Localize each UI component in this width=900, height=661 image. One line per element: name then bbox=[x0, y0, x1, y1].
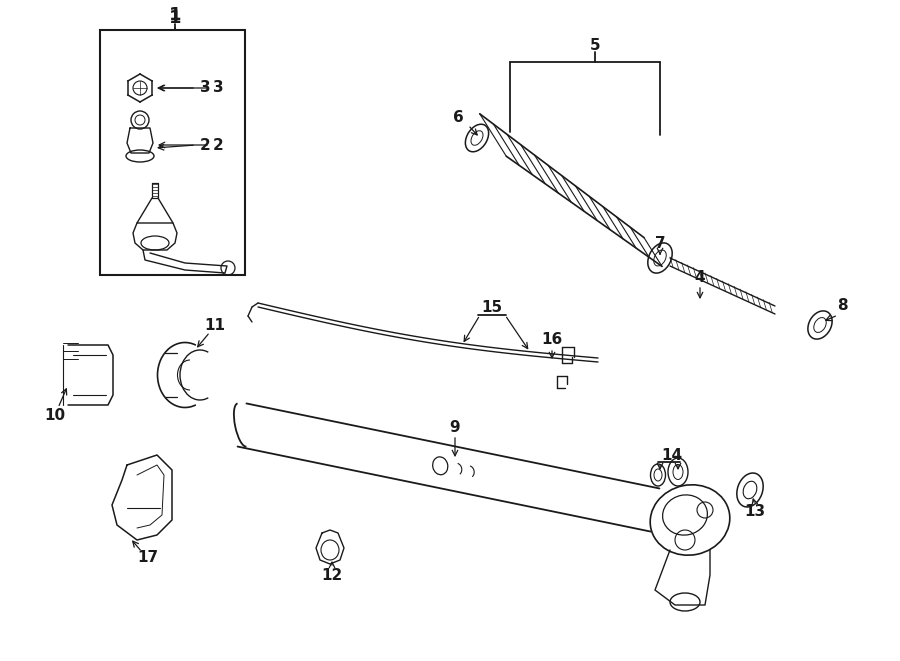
Text: 7: 7 bbox=[654, 237, 665, 251]
Bar bbox=[100, 30, 245, 275]
Text: 4: 4 bbox=[695, 270, 706, 286]
Text: 15: 15 bbox=[482, 301, 502, 315]
Text: 3: 3 bbox=[200, 81, 211, 95]
Text: 13: 13 bbox=[744, 504, 766, 520]
Text: 6: 6 bbox=[453, 110, 464, 126]
Text: 14: 14 bbox=[662, 447, 682, 463]
Text: 12: 12 bbox=[321, 568, 343, 582]
Text: 5: 5 bbox=[590, 38, 600, 52]
Text: 1: 1 bbox=[169, 6, 181, 24]
Text: 11: 11 bbox=[204, 317, 226, 332]
Text: 9: 9 bbox=[450, 420, 460, 436]
Text: 16: 16 bbox=[542, 332, 562, 348]
Text: 2: 2 bbox=[212, 137, 223, 153]
Text: 3: 3 bbox=[212, 81, 223, 95]
Text: 1: 1 bbox=[169, 9, 181, 27]
Text: 10: 10 bbox=[44, 407, 66, 422]
Text: 17: 17 bbox=[138, 551, 158, 566]
Text: 2: 2 bbox=[200, 137, 211, 153]
Text: 8: 8 bbox=[837, 297, 847, 313]
